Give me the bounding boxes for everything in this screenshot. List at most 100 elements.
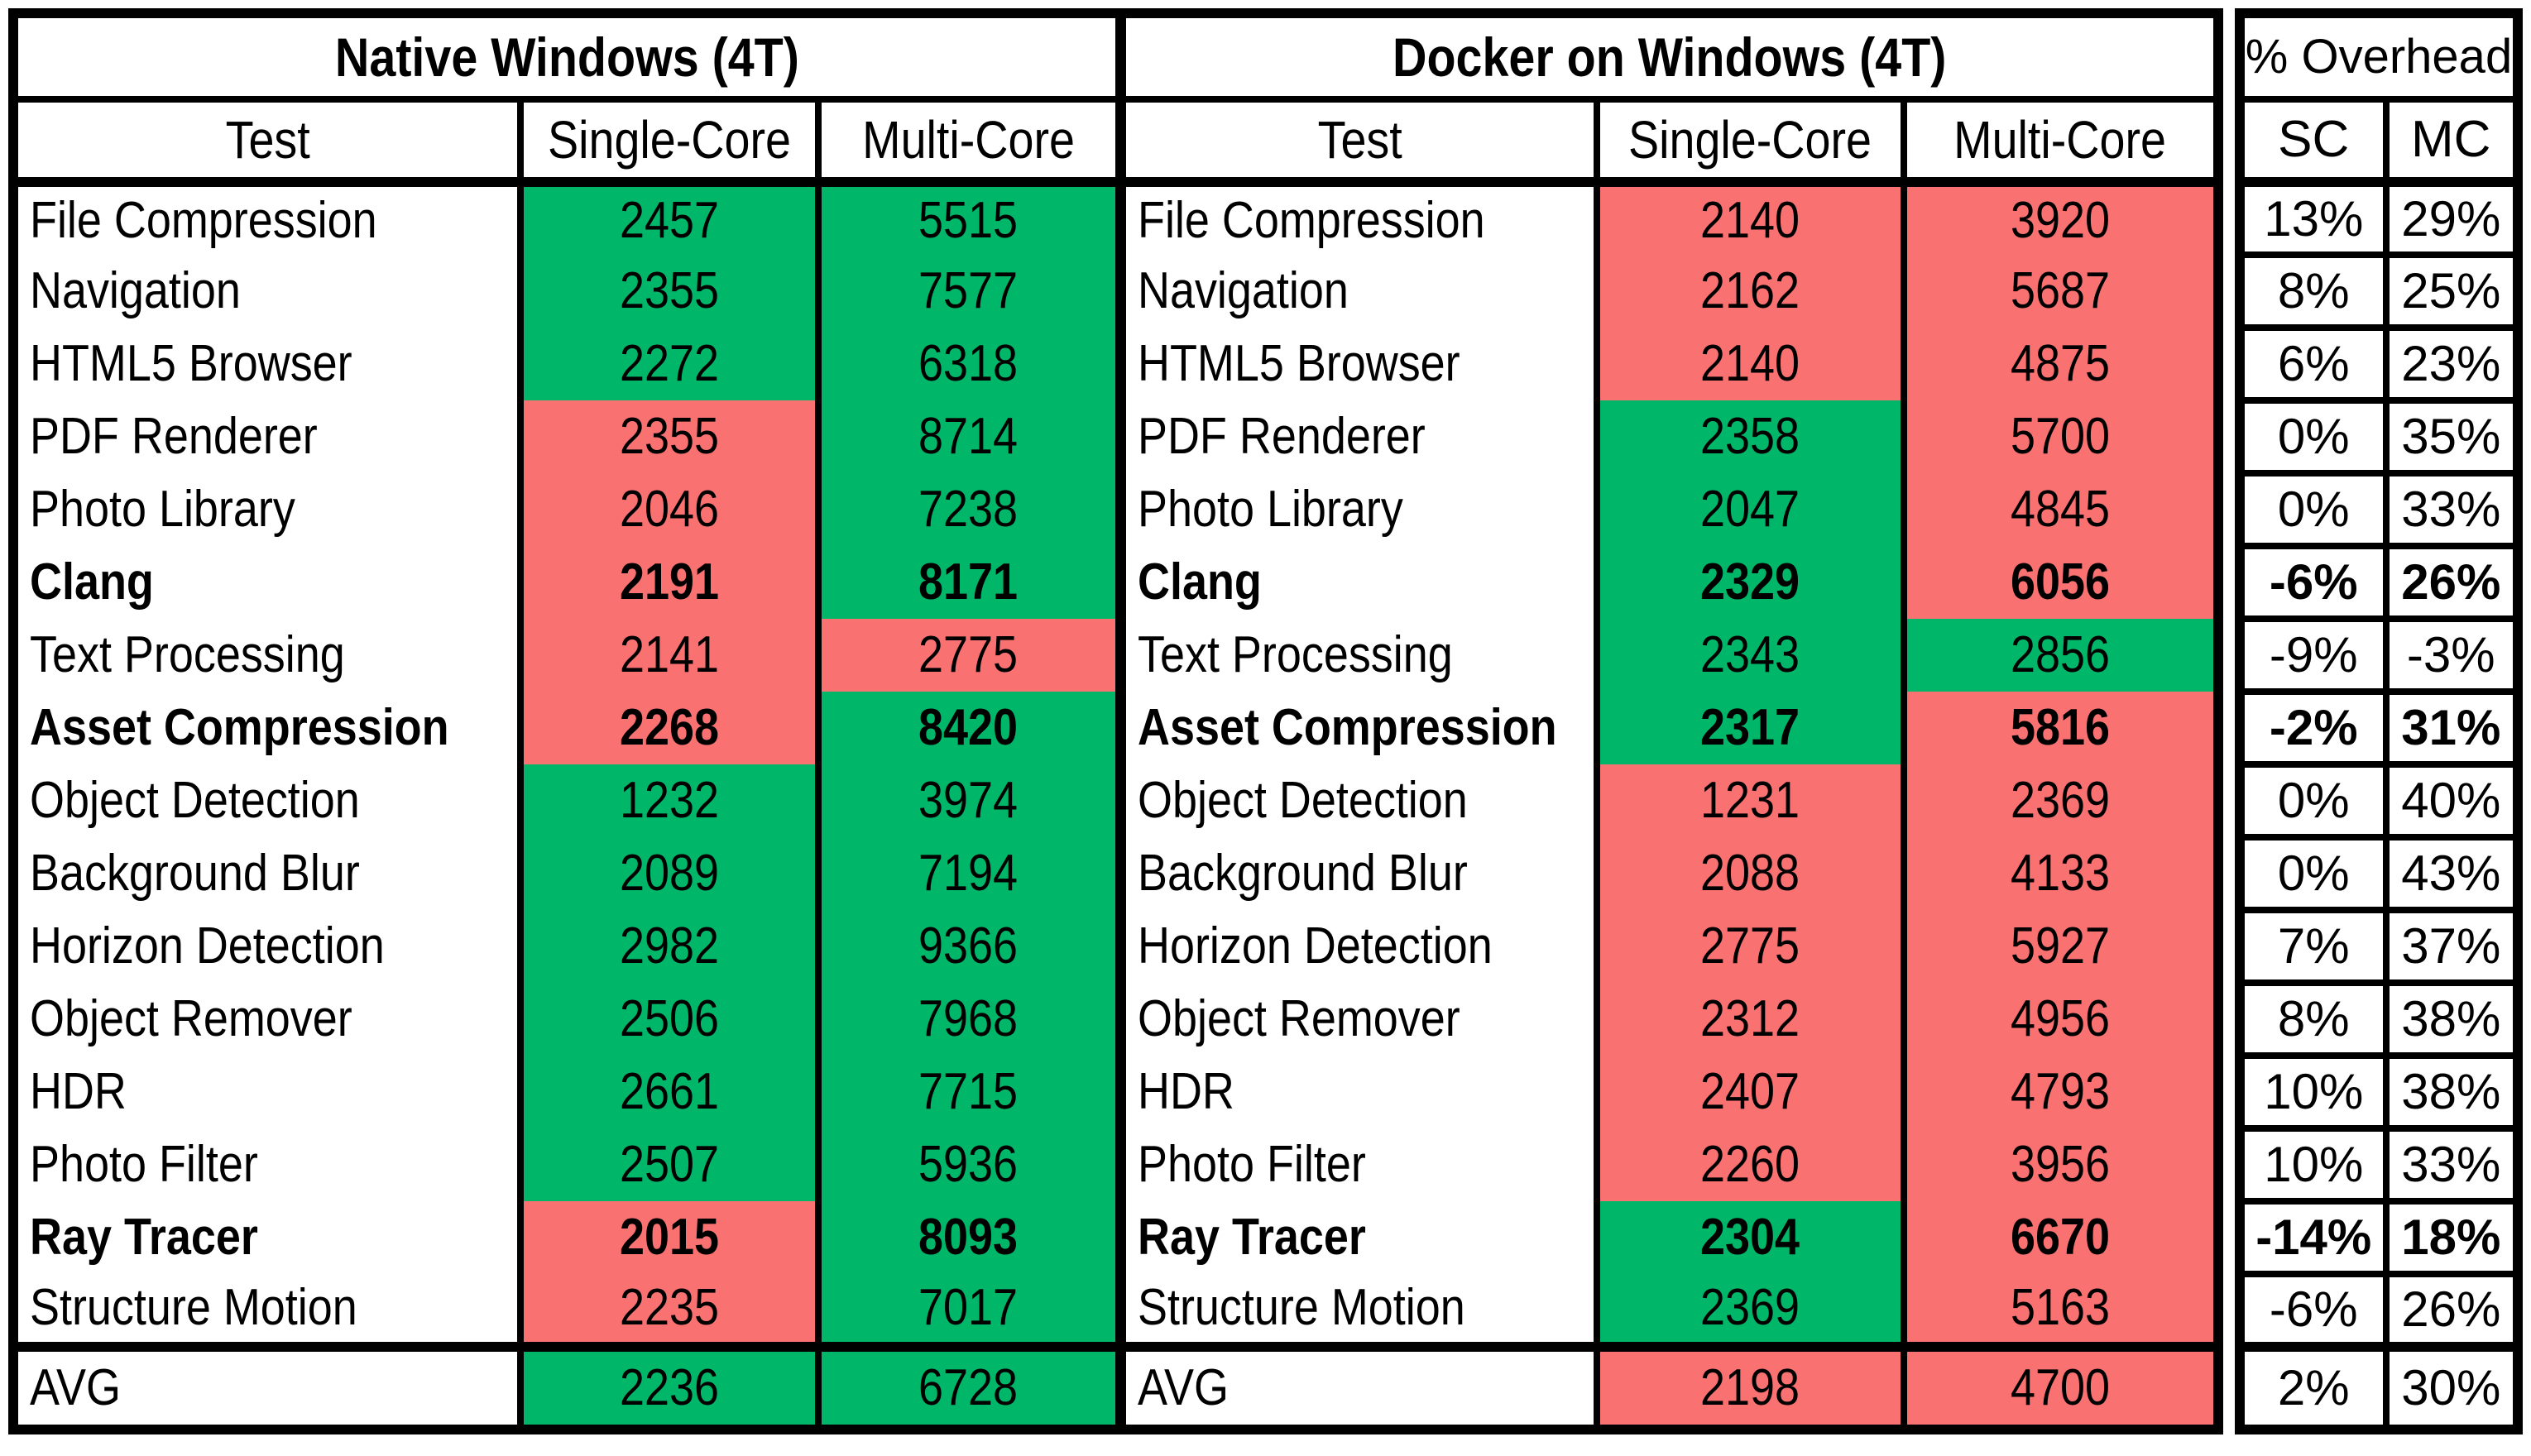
single-core-column-header-docker-text: Single-Core	[1628, 110, 1872, 170]
benchmark-row: Background Blur 2089 7194 Background Blur 20…	[13, 837, 2218, 910]
native-multi-core-value: 7715	[814, 1056, 1121, 1128]
test-column-header-native-text: Test	[225, 110, 310, 170]
test-name-docker: HTML5 Browser	[1115, 328, 1597, 400]
test-name-docker: Structure Motion	[1115, 1274, 1597, 1347]
native-multi-core-value-text: 8420	[918, 699, 1019, 756]
docker-multi-core-value-text: 3920	[2010, 192, 2110, 249]
benchmark-row: Object Remover 2506 7968 Object Remover 2312…	[13, 983, 2218, 1056]
test-name-docker-text: File Compression	[1138, 192, 1485, 249]
docker-single-core-value: 2140	[1593, 182, 1904, 255]
native-multi-core-value: 5515	[814, 182, 1121, 255]
native-multi-core-value-text: 7577	[918, 262, 1019, 319]
overhead-sc-column-header-text: SC	[2278, 111, 2350, 168]
docker-single-core-value: 1231	[1593, 764, 1904, 837]
overhead-multi-core-value: 25%	[2382, 251, 2521, 331]
overhead-multi-core-value-text: -3%	[2406, 627, 2495, 682]
overhead-single-core-value-text: 13%	[2264, 191, 2364, 247]
test-name-native: Photo Library	[13, 473, 520, 546]
overhead-multi-core-value: 40%	[2382, 761, 2521, 841]
test-name-docker: Photo Filter	[1115, 1128, 1597, 1201]
native-single-core-value: 2046	[517, 473, 818, 546]
native-single-core-value: 2982	[517, 910, 818, 983]
overhead-multi-core-value: 26%	[2382, 543, 2521, 622]
native-multi-core-value-text: 7017	[918, 1279, 1019, 1336]
native-section-header-text: Native Windows (4T)	[334, 26, 799, 88]
overhead-single-core-value: 7%	[2236, 907, 2390, 986]
overhead-multi-core-value-text: 38%	[2401, 1064, 2501, 1119]
test-name-native-text: Clang	[30, 553, 154, 611]
overhead-table: % Overhead SC MC 13% 29% 8% 25% 6% 23% 0% 35% 0%…	[2235, 8, 2523, 1434]
test-name-docker: Object Detection	[1115, 764, 1597, 837]
native-multi-core-value: 8420	[814, 692, 1121, 764]
native-single-core-value: 2507	[517, 1128, 818, 1201]
overhead-row: 13% 29%	[2236, 179, 2521, 258]
overhead-multi-core-value: 38%	[2382, 1052, 2521, 1132]
native-single-core-value: 2141	[517, 619, 818, 692]
benchmark-row: Structure Motion 2235 7017 Structure Motion…	[13, 1274, 2218, 1347]
overhead-single-core-value: 8%	[2236, 251, 2390, 331]
benchmark-row: PDF Renderer 2355 8714 PDF Renderer 2358 5700	[13, 400, 2218, 473]
native-multi-core-value: 7238	[814, 473, 1121, 546]
native-single-core-value: 2191	[517, 546, 818, 619]
native-multi-core-value: 7577	[814, 255, 1121, 328]
native-multi-core-value-text: 5515	[918, 192, 1019, 249]
native-multi-core-value: 5936	[814, 1128, 1121, 1201]
test-name-native-text: Horizon Detection	[30, 917, 385, 975]
docker-single-core-value: 2312	[1593, 983, 1904, 1056]
native-multi-core-value-text: 9366	[918, 917, 1019, 975]
single-core-column-header-docker: Single-Core	[1593, 99, 1904, 187]
docker-multi-core-value: 5163	[1900, 1274, 2218, 1347]
overhead-multi-core-value: 35%	[2382, 397, 2521, 477]
benchmark-row: HDR 2661 7715 HDR 2407 4793	[13, 1056, 2218, 1128]
overhead-single-core-value: -9%	[2236, 615, 2390, 695]
multi-core-column-header-native: Multi-Core	[814, 99, 1121, 187]
test-name-native-text: HDR	[30, 1063, 127, 1120]
native-single-core-value: 2661	[517, 1056, 818, 1128]
docker-single-core-value: 2329	[1593, 546, 1904, 619]
docker-multi-core-value-text: 4845	[2010, 481, 2110, 538]
overhead-multi-core-value: 38%	[2382, 979, 2521, 1059]
test-name-docker-text: Asset Compression	[1138, 699, 1557, 756]
docker-single-core-value-text: 1231	[1700, 772, 1800, 829]
benchmark-row: Photo Filter 2507 5936 Photo Filter 2260 3956	[13, 1128, 2218, 1201]
docker-multi-core-value: 4875	[1900, 328, 2218, 400]
docker-multi-core-value-text: 4133	[2010, 845, 2110, 902]
test-name-docker: Ray Tracer	[1115, 1201, 1597, 1274]
overhead-single-core-value: -14%	[2236, 1198, 2390, 1277]
docker-section-header-text: Docker on Windows (4T)	[1393, 26, 1947, 88]
test-name-native: Ray Tracer	[13, 1201, 520, 1274]
native-single-core-value: 2272	[517, 328, 818, 400]
test-name-docker-text: Clang	[1138, 553, 1262, 611]
overhead-single-core-value-text: 0%	[2277, 409, 2350, 464]
docker-multi-core-value-text: 5927	[2010, 917, 2110, 975]
overhead-row: 0% 33%	[2236, 470, 2521, 549]
native-single-core-value-text: 2507	[619, 1136, 719, 1193]
overhead-row: -6% 26%	[2236, 1271, 2521, 1350]
native-single-core-value: 2015	[517, 1201, 818, 1274]
test-name-docker-text: Background Blur	[1138, 845, 1468, 902]
overhead-row: 10% 38%	[2236, 1052, 2521, 1132]
test-name-native: Background Blur	[13, 837, 520, 910]
native-single-core-value: 2268	[517, 692, 818, 764]
docker-single-core-value-text: 2407	[1700, 1063, 1800, 1120]
test-name-native-text: Text Processing	[30, 626, 345, 683]
native-single-core-value-text: 2268	[619, 699, 719, 756]
native-single-core-value: 2355	[517, 255, 818, 328]
test-column-header-docker-text: Test	[1317, 110, 1402, 170]
native-single-core-value: 1232	[517, 764, 818, 837]
test-name-native-text: PDF Renderer	[30, 408, 318, 465]
overhead-single-core-value-text: 0%	[2277, 845, 2350, 901]
overhead-row: -6% 26%	[2236, 543, 2521, 622]
test-name-native: PDF Renderer	[13, 400, 520, 473]
native-multi-core-value-text: 8093	[918, 1209, 1019, 1266]
avg-row: AVG 2236 6728 AVG 2198 4700	[13, 1342, 2218, 1430]
overhead-row: 8% 25%	[2236, 251, 2521, 331]
native-single-core-value-text: 2141	[619, 626, 719, 683]
overhead-single-core-value: -6%	[2236, 543, 2390, 622]
docker-single-core-value-text: 2775	[1700, 917, 1800, 975]
test-name-docker: Text Processing	[1115, 619, 1597, 692]
overhead-single-core-value: 10%	[2236, 1052, 2390, 1132]
test-name-native-text: Ray Tracer	[30, 1209, 258, 1266]
native-multi-core-value: 9366	[814, 910, 1121, 983]
docker-single-core-value: 2140	[1593, 328, 1904, 400]
